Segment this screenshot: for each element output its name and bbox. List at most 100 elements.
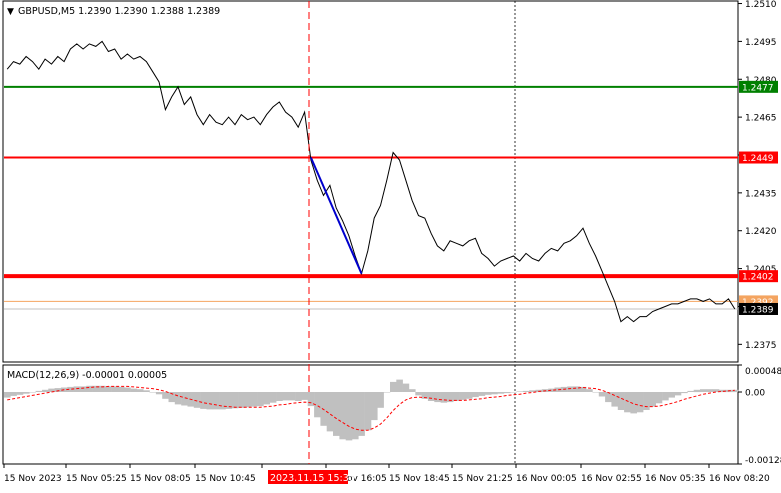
macd-bar bbox=[731, 389, 739, 393]
level-label-1.2402: 1.2402 bbox=[742, 273, 774, 283]
macd-bar bbox=[617, 392, 625, 410]
macd-bar bbox=[149, 392, 157, 393]
macd-bar bbox=[136, 389, 144, 392]
macd-bar bbox=[238, 392, 245, 408]
macd-bar bbox=[193, 392, 201, 408]
x-tick-label: 15 Nov 2023 bbox=[4, 474, 62, 484]
y-tick-label: 1.2375 bbox=[745, 341, 777, 351]
macd-y-tick-label: -0.00128 bbox=[745, 456, 781, 466]
macd-bar bbox=[598, 392, 606, 397]
macd-bar bbox=[693, 389, 701, 393]
macd-bar bbox=[459, 392, 467, 400]
x-tick-label: 15 Nov 10:45 bbox=[195, 474, 256, 484]
level-label-1.2389: 1.2389 bbox=[742, 305, 774, 315]
macd-bar bbox=[168, 392, 176, 403]
macd-bar bbox=[155, 392, 163, 395]
level-label-1.2449: 1.2449 bbox=[742, 154, 774, 164]
x-tick-label: 16 Nov 08:20 bbox=[709, 474, 770, 484]
macd-bar bbox=[611, 392, 618, 407]
macd-bar bbox=[446, 392, 454, 403]
macd-bar bbox=[231, 392, 239, 409]
macd-bar bbox=[79, 386, 87, 392]
symbol-header: GBPUSD,M5 1.2390 1.2390 1.2388 1.2389 bbox=[18, 6, 220, 17]
trend-line[interactable] bbox=[309, 157, 363, 275]
macd-bar bbox=[497, 392, 505, 394]
macd-bar bbox=[674, 392, 682, 396]
macd-bar bbox=[548, 388, 555, 392]
macd-bar bbox=[67, 386, 74, 392]
macd-bar bbox=[434, 392, 441, 403]
macd-bar bbox=[333, 392, 340, 436]
macd-bar bbox=[636, 392, 644, 413]
macd-bar bbox=[649, 392, 656, 407]
macd-bar bbox=[352, 392, 359, 440]
y-tick-label: 1.2435 bbox=[745, 189, 777, 199]
macd-bar bbox=[453, 392, 460, 401]
macd-bar bbox=[402, 383, 410, 392]
macd-bar bbox=[219, 392, 226, 410]
highlighted-time-label: 2023.11.15 15:30 bbox=[270, 473, 355, 484]
macd-bar bbox=[630, 392, 637, 414]
level-label-bg bbox=[739, 151, 778, 164]
macd-bar bbox=[421, 392, 429, 399]
macd-y-tick-label: 0.00048 bbox=[745, 367, 781, 377]
macd-bar bbox=[643, 392, 650, 410]
macd-bar bbox=[345, 392, 353, 441]
macd-bar bbox=[377, 392, 384, 408]
dropdown-triangle-icon[interactable]: ▼ bbox=[7, 7, 14, 17]
macd-bar bbox=[54, 388, 62, 392]
x-tick-label: 16 Nov 02:55 bbox=[581, 474, 642, 484]
y-tick-label: 1.2495 bbox=[745, 38, 777, 48]
macd-bar bbox=[516, 391, 524, 392]
x-tick-label: 15 Nov 08:05 bbox=[130, 474, 191, 484]
macd-bar bbox=[23, 392, 30, 394]
macd-bar bbox=[687, 390, 694, 392]
macd-bar bbox=[624, 392, 631, 413]
macd-bar bbox=[181, 392, 188, 406]
macd-bar bbox=[282, 392, 289, 401]
macd-bar bbox=[162, 392, 169, 399]
x-tick-label: 16 Nov 00:05 bbox=[516, 474, 577, 484]
macd-bar bbox=[681, 392, 688, 394]
macd-bar bbox=[390, 381, 397, 392]
macd-bar bbox=[339, 392, 346, 440]
macd-bar bbox=[484, 392, 492, 395]
macd-bar bbox=[250, 392, 258, 407]
x-tick-label: 15 Nov 21:25 bbox=[452, 474, 513, 484]
macd-bar bbox=[29, 392, 36, 393]
macd-bar bbox=[295, 392, 302, 401]
macd-bar bbox=[409, 389, 416, 392]
macd-bar bbox=[92, 385, 100, 392]
macd-bar bbox=[529, 390, 536, 392]
macd-bar bbox=[130, 388, 138, 392]
macd-bar bbox=[314, 392, 321, 418]
level-label-1.2477: 1.2477 bbox=[742, 83, 774, 93]
macd-bar bbox=[554, 387, 562, 392]
macd-bar bbox=[478, 392, 486, 396]
macd-bar bbox=[320, 392, 327, 426]
macd-bar bbox=[111, 386, 119, 392]
level-label-1.2392: 1.2392 bbox=[742, 298, 774, 308]
macd-bar bbox=[662, 392, 669, 401]
macd-bar bbox=[86, 385, 93, 392]
macd-bar bbox=[383, 392, 391, 393]
macd-bar bbox=[440, 392, 448, 403]
macd-bar bbox=[364, 392, 372, 431]
macd-bar bbox=[668, 392, 675, 398]
macd-bar bbox=[143, 390, 150, 392]
x-tick-label: 16 Nov 05:35 bbox=[645, 474, 706, 484]
macd-bar bbox=[276, 392, 283, 401]
macd-y-tick-label: 0.00 bbox=[745, 389, 765, 399]
macd-bar bbox=[396, 379, 403, 392]
macd-signal-line bbox=[7, 385, 735, 431]
macd-bar bbox=[592, 392, 600, 393]
macd-bar bbox=[16, 392, 24, 395]
macd-bar bbox=[586, 389, 593, 392]
macd-bar bbox=[579, 386, 587, 392]
macd-bar bbox=[4, 392, 11, 398]
macd-bar bbox=[719, 389, 726, 393]
level-label-bg bbox=[739, 270, 778, 283]
macd-bar bbox=[371, 392, 378, 421]
